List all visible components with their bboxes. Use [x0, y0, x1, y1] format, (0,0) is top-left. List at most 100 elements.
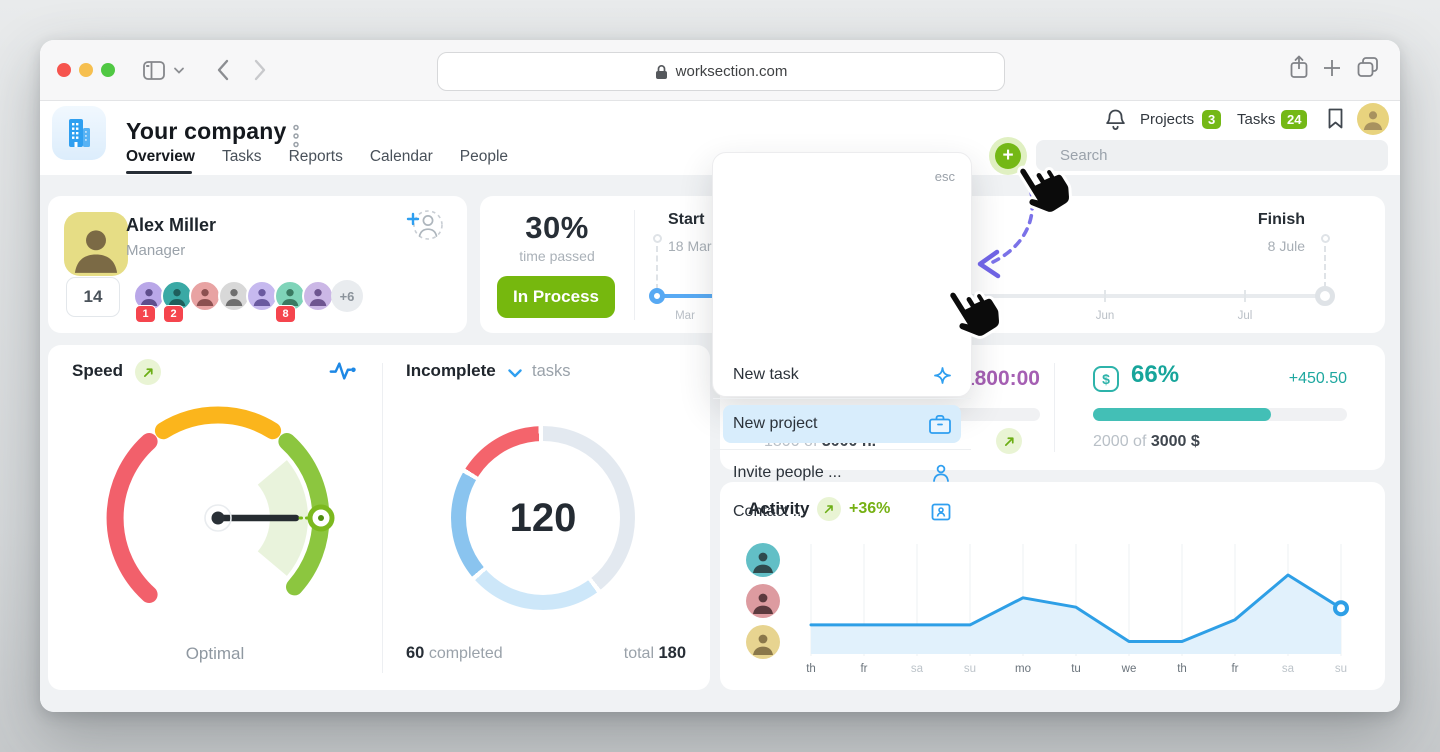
card-divider [382, 363, 383, 673]
notification-badge: 1 [135, 305, 156, 323]
projects-count-badge: 3 [1202, 110, 1222, 129]
chevron-down-icon[interactable] [507, 368, 523, 379]
area-fill [811, 575, 1341, 654]
budget-limit: 3000 $ [1150, 433, 1200, 450]
team-member-avatar[interactable] [245, 280, 278, 312]
tasks-link[interactable]: Tasks [1237, 111, 1276, 128]
share-icon[interactable] [1289, 54, 1309, 80]
contact-card-icon [931, 503, 951, 521]
menu-item-invite-people[interactable]: Invite people ... [713, 454, 971, 492]
pulse-icon[interactable] [328, 360, 358, 382]
total-value: 180 [658, 644, 686, 662]
menu-item-new-task[interactable]: New task [713, 356, 971, 394]
timeline-start-node[interactable] [649, 288, 665, 304]
projects-link[interactable]: Projects [1140, 111, 1195, 128]
minimize-window-button[interactable] [79, 63, 93, 77]
tab-tasks[interactable]: Tasks [221, 148, 262, 165]
lock-icon [655, 64, 667, 79]
trend-up-icon [135, 359, 161, 385]
menu-divider [713, 449, 971, 450]
day-label: mo [1015, 663, 1031, 675]
company-menu-kebab-icon[interactable] [292, 124, 300, 148]
activity-line-chart: th fr sa su mo tu we th fr sa su [806, 544, 1349, 675]
menu-item-new-project[interactable]: New project [723, 405, 961, 443]
tasks-count-badge: 24 [1281, 110, 1308, 129]
menu-item-contact[interactable]: Contact ... [713, 493, 971, 531]
day-label: su [964, 663, 976, 675]
timeline-finish-label: Finish [1257, 211, 1305, 228]
completed-value: 60 [406, 644, 425, 662]
forward-button[interactable] [253, 58, 267, 82]
status-button[interactable]: In Process [497, 276, 615, 318]
briefcase-icon [929, 415, 951, 434]
member-name: Alex Miller [126, 215, 217, 235]
day-label: tu [1071, 663, 1081, 675]
activity-line [809, 573, 1343, 643]
last-point-marker[interactable] [1333, 600, 1349, 617]
notifications-bell-icon[interactable] [1104, 108, 1127, 133]
sparkle-icon [934, 367, 951, 384]
timeline-finish-date: 8 Jule [1267, 238, 1305, 254]
gauge-reading: Optimal [185, 644, 245, 663]
menu-item-label: New task [733, 366, 799, 383]
budget-progress-track [1093, 408, 1347, 421]
timeline-month: Jul [1237, 310, 1253, 322]
team-member-avatar[interactable] [217, 280, 250, 312]
activity-member-avatar [746, 584, 780, 618]
close-window-button[interactable] [57, 63, 71, 77]
timeline-start-label: Start [668, 211, 705, 228]
bookmark-icon[interactable] [1327, 107, 1344, 130]
total-label: total [623, 645, 655, 662]
timeline-month: Jun [1095, 310, 1115, 322]
tab-overview[interactable]: Overview [126, 148, 195, 165]
budget-percent: 66% [1131, 361, 1180, 388]
dollar-icon: $ [1093, 366, 1119, 392]
total-summary: total 180 [486, 644, 686, 663]
company-logo[interactable] [52, 106, 106, 160]
tab-calendar[interactable]: Calendar [369, 148, 433, 165]
manager-photo[interactable] [64, 212, 128, 276]
notification-badge: 2 [163, 305, 184, 323]
timeline-finish-node[interactable] [1315, 286, 1335, 306]
menu-divider [713, 398, 971, 399]
timeline-tick [1244, 290, 1246, 302]
member-role: Manager [126, 242, 186, 259]
budget-summary: 2000 of 3000 $ [1093, 433, 1200, 451]
menu-item-label: New project [733, 415, 818, 432]
timeline-finish-connector [1324, 246, 1326, 288]
speed-title: Speed [72, 361, 124, 380]
activity-title: Activity [748, 499, 810, 518]
main-nav-tabs: Overview Tasks Reports Calendar People [126, 148, 508, 166]
chevron-down-icon[interactable] [173, 66, 185, 75]
donut-center-value: 120 [466, 441, 620, 595]
card-divider [634, 210, 635, 320]
team-member-avatar[interactable] [302, 280, 335, 312]
trend-up-icon [996, 428, 1022, 454]
add-dropdown-menu: esc New task New project Invite people .… [712, 152, 972, 521]
timeline-start-date: 18 Mar [668, 238, 712, 254]
menu-item-label: Contact ... [733, 503, 806, 520]
activity-member-avatar [746, 625, 780, 659]
more-members-badge[interactable]: +6 [331, 280, 363, 312]
activity-member-avatar [746, 543, 780, 577]
add-button[interactable]: + [995, 143, 1021, 169]
new-tab-icon[interactable] [1322, 58, 1342, 78]
address-bar[interactable]: worksection.com [437, 52, 1005, 91]
back-button[interactable] [216, 58, 230, 82]
search-input[interactable] [1036, 140, 1388, 171]
add-member-icon[interactable] [400, 206, 448, 244]
active-tab-underline [126, 171, 192, 174]
user-avatar[interactable] [1357, 103, 1389, 135]
sidebar-toggle-icon[interactable] [142, 60, 166, 82]
tab-overview-icon[interactable] [1356, 56, 1380, 79]
gauge-orange-arc [154, 406, 282, 440]
budget-spent: 2000 [1093, 433, 1129, 450]
maximize-window-button[interactable] [101, 63, 115, 77]
gauge-red-arc [106, 433, 158, 603]
team-count-box[interactable]: 14 [66, 277, 120, 317]
url-text: worksection.com [675, 63, 788, 80]
day-label: sa [911, 663, 924, 675]
tab-reports[interactable]: Reports [288, 148, 343, 165]
tab-people[interactable]: People [459, 148, 509, 165]
time-spent-value: 1800:00 [962, 367, 1040, 390]
